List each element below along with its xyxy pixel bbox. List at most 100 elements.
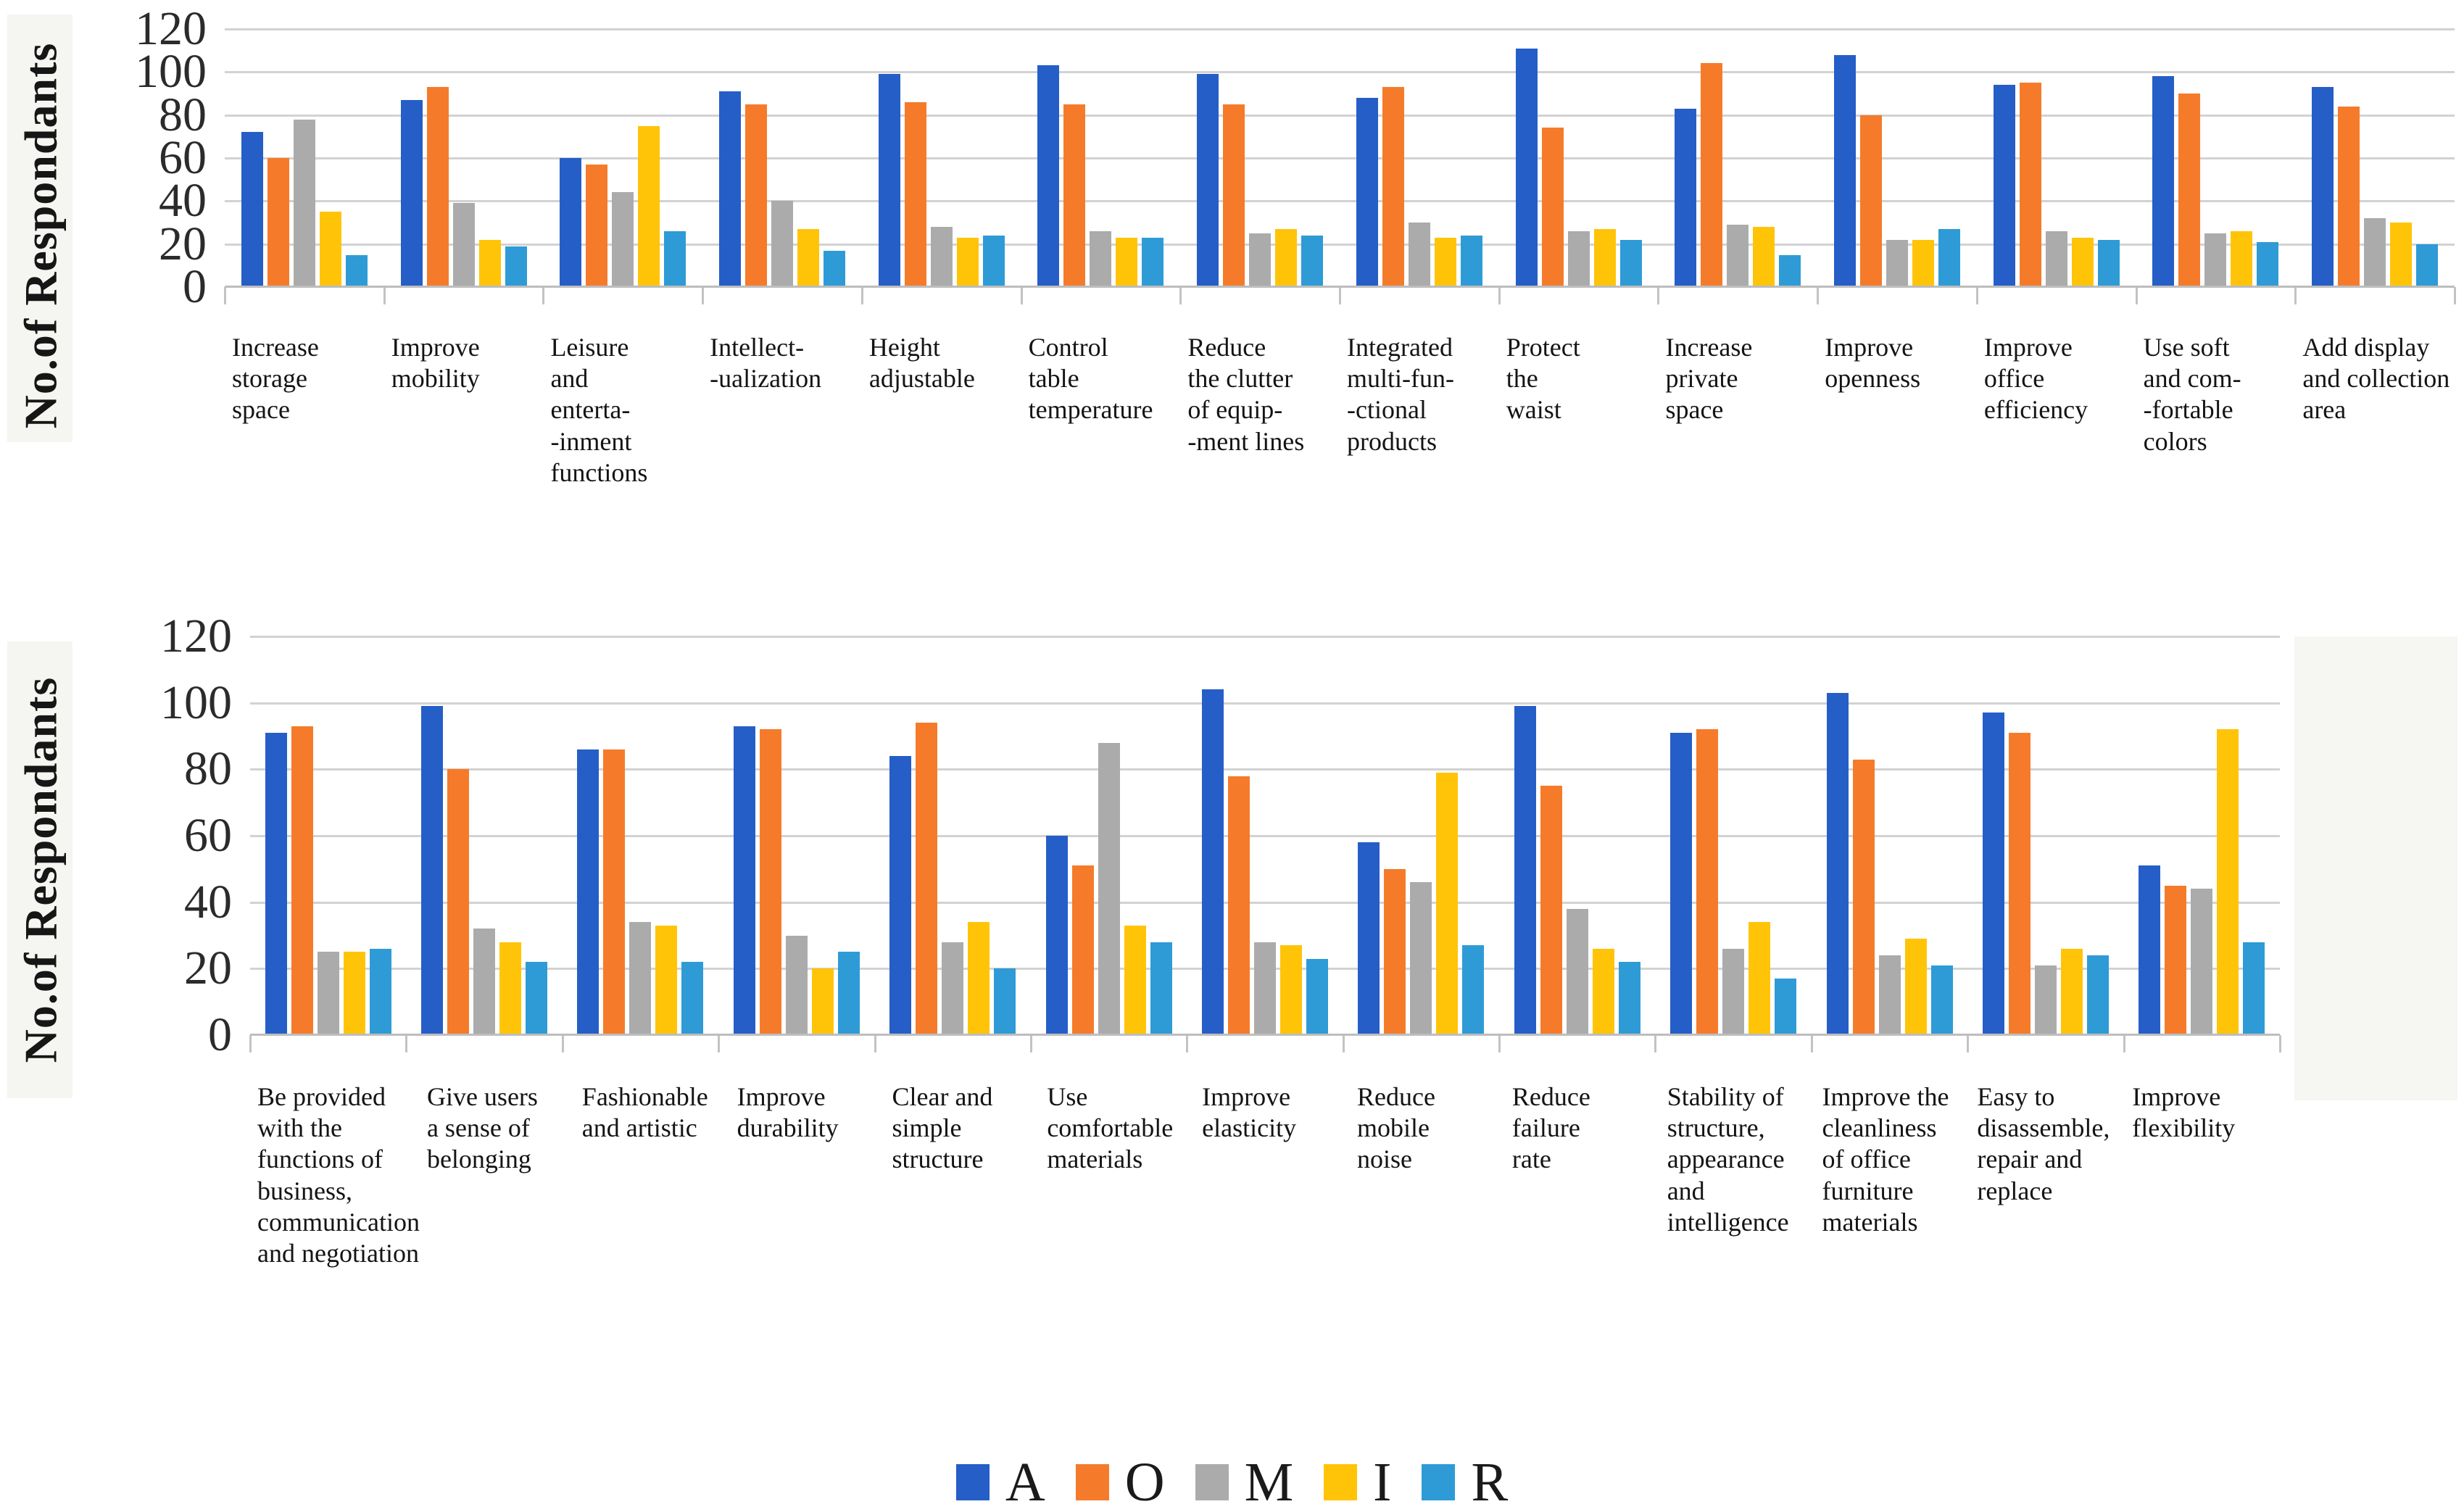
x-axis-tick — [405, 1035, 408, 1052]
bar-group-11 — [1817, 29, 1977, 287]
legend-swatch-M — [1195, 1464, 1229, 1500]
y-axis-tick-label-100: 100 — [160, 676, 232, 729]
bar-M-category-7 — [1249, 233, 1272, 287]
x-axis-tick — [2123, 1035, 2125, 1052]
bar-I-category-12 — [2060, 948, 2083, 1035]
bar-group-7 — [1187, 636, 1343, 1035]
bar-O-category-2 — [447, 769, 470, 1035]
gridline-80 — [250, 768, 2280, 771]
bar-group-8 — [1340, 29, 1499, 287]
gridline-100 — [250, 702, 2280, 705]
y-axis-tick-label-120: 120 — [160, 610, 232, 662]
bar-M-category-11 — [1886, 239, 1909, 287]
category-label-10: Stability of structure, appearance and i… — [1667, 1082, 1789, 1237]
bar-A-category-5 — [878, 74, 900, 287]
bar-M-category-1 — [293, 119, 315, 287]
y-axis-tick-label-0: 0 — [183, 260, 207, 313]
bar-A-category-1 — [241, 132, 263, 287]
bar-M-category-7 — [1254, 942, 1277, 1035]
bar-groups — [225, 29, 2455, 287]
category-label-4: Improve durability — [737, 1082, 839, 1143]
bar-I-category-2 — [499, 942, 522, 1035]
bar-O-category-9 — [1541, 128, 1564, 287]
x-axis-tick — [1817, 287, 1820, 304]
x-axis-tick — [1186, 1035, 1189, 1052]
right-panel — [2294, 636, 2457, 1100]
bar-I-category-4 — [797, 228, 820, 287]
bar-R-category-5 — [994, 968, 1016, 1035]
bar-I-category-10 — [1753, 226, 1775, 287]
bar-R-category-13 — [2243, 942, 2265, 1035]
bar-M-category-12 — [2034, 965, 2057, 1035]
bar-O-category-1 — [291, 726, 313, 1035]
bar-O-category-11 — [1860, 115, 1883, 287]
legend-label-R: R — [1471, 1452, 1509, 1512]
category-label-8: Reduce mobile noise — [1357, 1082, 1435, 1174]
category-label-7: Reduce the clutter of equip- -ment lines — [1187, 333, 1305, 456]
bar-M-category-8 — [1410, 882, 1432, 1035]
legend-swatch-R — [1422, 1464, 1456, 1500]
bar-I-category-11 — [1912, 239, 1935, 287]
bar-A-category-9 — [1515, 48, 1538, 287]
bar-I-category-9 — [1592, 948, 1614, 1035]
gridline-60 — [250, 835, 2280, 837]
bar-M-category-1 — [317, 952, 339, 1035]
bar-M-category-5 — [930, 226, 953, 287]
y-axis-tick-label-20: 20 — [184, 942, 232, 995]
bar-M-category-11 — [1878, 955, 1901, 1035]
bar-group-6 — [1031, 636, 1187, 1035]
legend-item-A: A — [955, 1455, 1045, 1510]
y-axis-tick-label-60: 60 — [184, 809, 232, 862]
bar-R-category-3 — [681, 962, 704, 1035]
x-axis-line — [225, 286, 2455, 288]
category-label-11: Improve the cleanliness of office furnit… — [1822, 1082, 1949, 1237]
bar-A-category-14 — [2312, 87, 2334, 287]
bar-O-category-12 — [2008, 732, 2030, 1035]
bar-R-category-12 — [2086, 955, 2109, 1035]
gridline-100 — [225, 71, 2455, 74]
bar-M-category-3 — [629, 922, 652, 1035]
bar-O-category-5 — [904, 101, 926, 287]
bar-O-category-7 — [1223, 104, 1245, 287]
bar-A-category-10 — [1670, 732, 1693, 1035]
category-label-13: Improve flexibility — [2132, 1082, 2236, 1143]
category-label-14: Add display and collection area — [2302, 333, 2450, 425]
bar-M-category-13 — [2191, 889, 2213, 1035]
x-axis-tick — [2294, 287, 2297, 304]
bar-M-category-10 — [1727, 224, 1749, 287]
gridline-80 — [225, 114, 2455, 117]
bar-M-category-14 — [2364, 218, 2386, 287]
bar-I-category-13 — [2231, 230, 2253, 287]
category-label-7: Improve elasticity — [1202, 1082, 1297, 1143]
x-axis-tick — [1498, 1035, 1501, 1052]
x-axis-tick — [874, 1035, 876, 1052]
bar-I-category-1 — [343, 952, 365, 1035]
bar-M-category-2 — [452, 203, 475, 287]
y-axis-tick-label-80: 80 — [184, 742, 232, 796]
bar-O-category-5 — [916, 723, 938, 1035]
bar-R-category-1 — [369, 948, 391, 1035]
bar-group-2 — [406, 636, 562, 1035]
legend-swatch-A — [955, 1464, 990, 1500]
bar-M-category-2 — [473, 929, 496, 1035]
bar-group-9 — [1499, 29, 1659, 287]
bottom-chart-plot-area: 0 20 40 60 80 100 120 — [160, 612, 2281, 1059]
bar-A-category-2 — [400, 99, 423, 287]
x-axis-tick — [2454, 287, 2456, 304]
x-axis-tick — [1342, 1035, 1345, 1052]
bar-M-category-12 — [2045, 230, 2067, 287]
bar-group-7 — [1180, 29, 1340, 287]
category-label-4: Intellect- -ualization — [710, 333, 822, 394]
bar-I-category-5 — [956, 237, 979, 287]
bar-R-category-8 — [1460, 235, 1482, 287]
bar-group-5 — [862, 29, 1021, 287]
bar-R-category-6 — [1142, 237, 1164, 287]
bar-A-category-10 — [1675, 108, 1697, 287]
category-label-12: Easy to disassemble, repair and replace — [1977, 1082, 2110, 1205]
bar-M-category-4 — [785, 935, 808, 1035]
bar-I-category-4 — [811, 968, 834, 1035]
bar-I-category-8 — [1436, 772, 1459, 1035]
bar-O-category-13 — [2165, 885, 2187, 1035]
